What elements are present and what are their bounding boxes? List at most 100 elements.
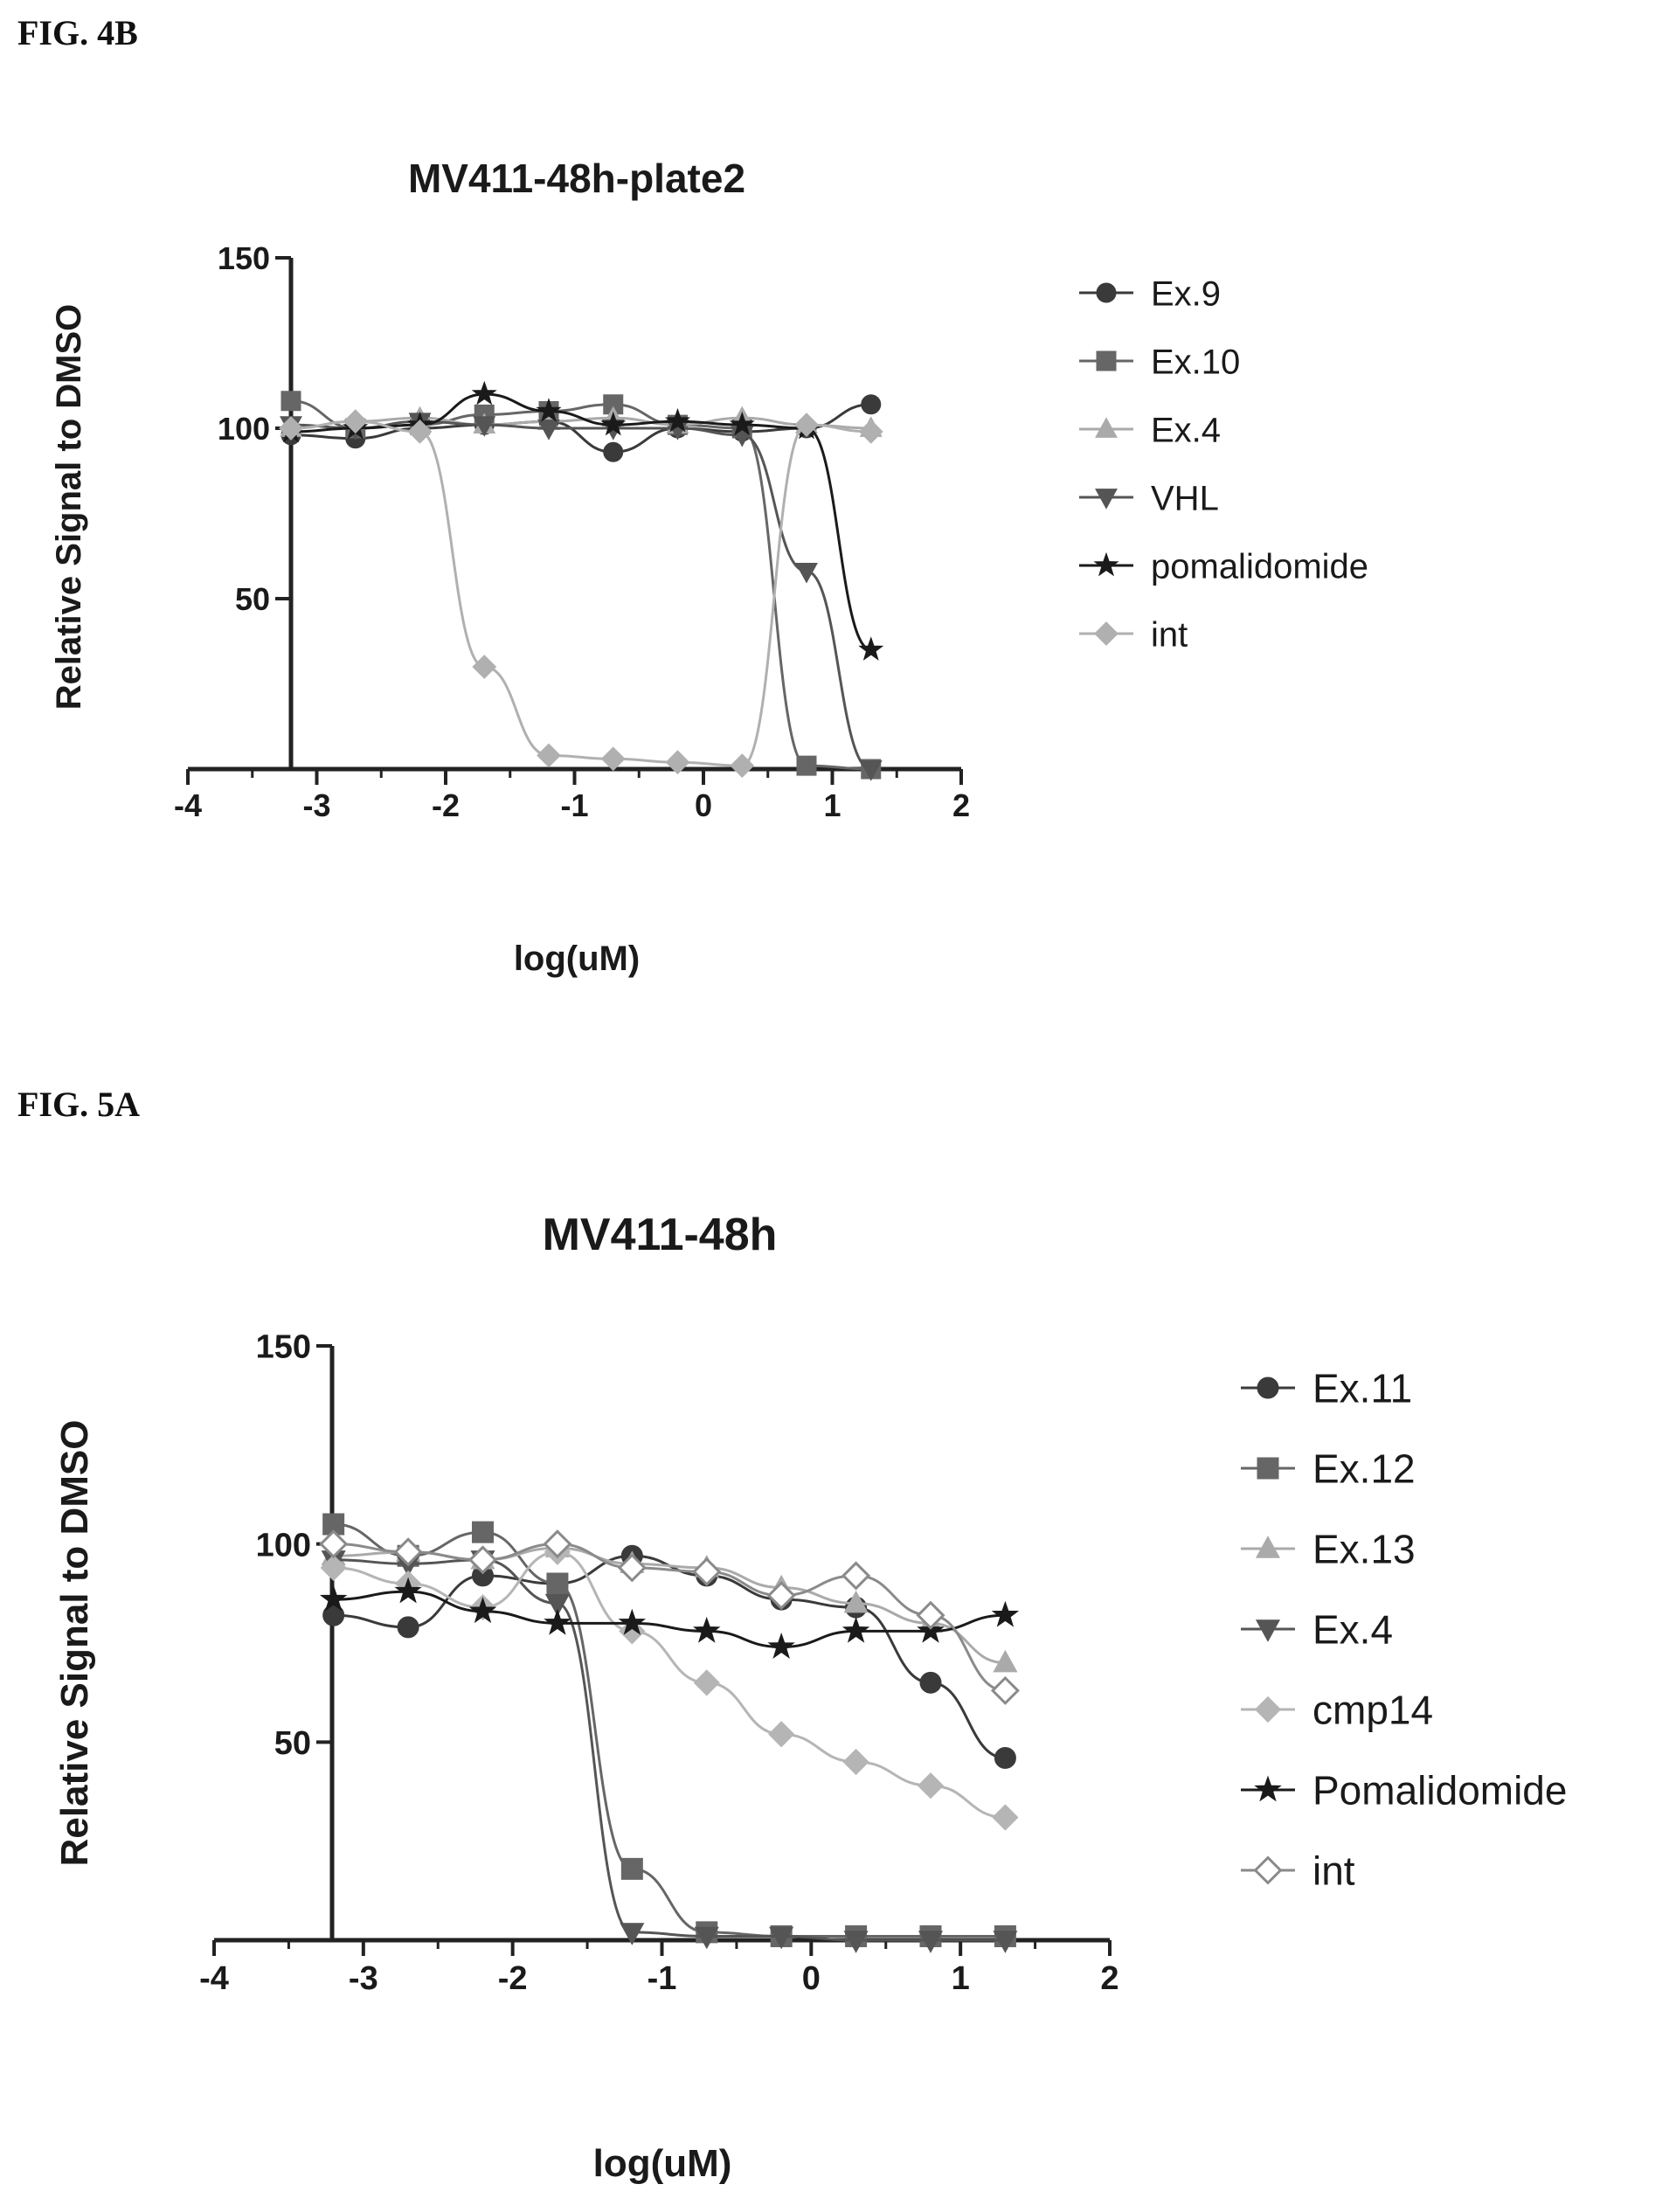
legend-item: Ex.11 [1241,1366,1412,1411]
data-point [861,394,882,415]
series-ex-12 [322,1513,1016,1947]
figure-label-4b: FIG. 4B [17,13,138,52]
legend-label: Ex.9 [1151,274,1221,313]
legend-marker [1096,282,1117,303]
series-line [333,1543,1006,1692]
data-point [694,1926,719,1950]
data-point [620,1923,645,1945]
data-point [280,391,301,412]
data-point [994,1746,1016,1769]
data-point [543,1529,572,1559]
x-tick-label: 1 [952,1960,970,1997]
legend-marker [1257,1376,1279,1399]
x-tick-label: 1 [823,787,841,823]
data-point [917,1772,945,1799]
data-point [992,1804,1019,1831]
data-point [993,1931,1018,1953]
data-point [769,1926,794,1950]
data-point [343,409,368,434]
legend-item: Ex.13 [1241,1527,1416,1572]
chart-mv411-48h: MV411-48h -4 -3 -2 -1 0 1 2 50 100 150 log(uM) Relat… [53,1210,1567,2185]
x-tick-label: -2 [498,1960,528,1997]
data-point [544,1608,571,1635]
data-point [693,1616,721,1643]
data-point [600,746,626,772]
data-point [472,655,497,679]
x-tick-label: -4 [199,1960,229,1997]
x-tick-label: 2 [952,787,970,823]
data-point [320,1554,347,1581]
legend-marker [1255,1536,1281,1558]
y-axis-label: Relative Signal to DMSO [50,304,88,711]
data-point [279,416,303,440]
data-point [536,398,562,422]
x-tick-label: -1 [560,787,588,823]
series-line [290,399,871,771]
data-point [841,1616,870,1643]
data-point [472,1521,494,1543]
y-tick-label: 50 [274,1725,311,1762]
legend-marker [1253,1855,1283,1885]
data-point [841,1561,871,1591]
legend-label: pomalidomide [1151,547,1368,586]
data-point [795,562,818,584]
legend-marker [1255,1619,1281,1642]
data-point [471,380,497,406]
y-tick-label: 150 [256,1329,311,1366]
x-axis-label: log(uM) [514,940,640,978]
data-point [603,394,624,415]
series-pomalidomide [319,1577,1020,1659]
data-point [473,416,496,437]
series-line [333,1522,1006,1938]
data-point [665,750,690,775]
chart-mv411-48h-plate2: MV411-48h-plate2 -4 -3 -2 -1 0 1 2 50 100 150 log(u… [50,156,1368,978]
data-point [993,1649,1018,1673]
data-point [729,411,755,436]
y-tick-label: 100 [256,1527,311,1564]
data-point [693,1669,720,1696]
data-point [620,1857,643,1880]
data-point [544,1593,570,1617]
data-point [859,760,883,781]
x-tick-label: 2 [1100,1960,1118,1997]
data-point [537,743,561,768]
data-point [842,1748,869,1776]
series-int [319,1529,1020,1705]
data-point [858,419,883,444]
y-axis-label: Relative Signal to DMSO [53,1420,96,1867]
x-tick-label: 0 [695,787,712,823]
series-vhl [280,413,883,781]
series-int [279,409,883,779]
series-line [290,392,872,651]
data-point [918,1931,944,1953]
series-line [333,1550,1006,1819]
legend-marker [1093,551,1119,577]
data-point [858,636,884,661]
x-tick-label: -3 [302,787,330,823]
chart-title: MV411-48h [543,1210,778,1260]
y-tick-label: 50 [235,581,270,617]
legend-label: Ex.10 [1151,343,1240,381]
series-ex-10 [280,391,882,780]
legend-item: Ex.12 [1241,1446,1416,1492]
legend-label: Ex.4 [1151,411,1221,449]
x-tick-label: -4 [174,787,202,823]
series-line [290,403,871,454]
legend-label: int [1151,615,1188,654]
data-point [319,1529,349,1559]
series-cmp14 [320,1538,1019,1831]
legend-label: int [1312,1848,1355,1894]
legend-label: Ex.13 [1312,1527,1416,1572]
data-point [692,1557,722,1586]
y-tick-label: 100 [218,411,270,447]
data-point [991,1600,1020,1627]
legend-marker [1095,417,1118,438]
chart-title: MV411-48h-plate2 [408,156,745,201]
legend-item: int [1241,1848,1355,1894]
data-point [537,420,560,440]
legend-item: Ex.10 [1079,343,1240,381]
series-line [333,1590,1006,1649]
x-tick-label: 0 [802,1960,821,1997]
legend-item: int [1079,615,1188,654]
legend-label: Ex.4 [1312,1607,1393,1653]
